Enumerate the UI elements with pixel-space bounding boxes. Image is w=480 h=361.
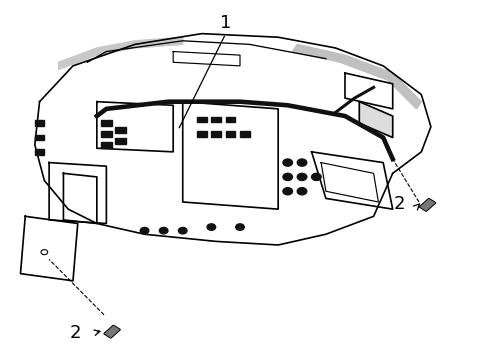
Circle shape [283,159,292,166]
Circle shape [297,173,307,180]
FancyBboxPatch shape [35,149,44,155]
Polygon shape [59,37,183,69]
Polygon shape [292,44,421,109]
FancyBboxPatch shape [197,117,206,122]
FancyBboxPatch shape [226,117,235,122]
FancyBboxPatch shape [115,138,126,144]
Text: 1: 1 [220,14,231,32]
FancyBboxPatch shape [104,325,120,338]
Circle shape [179,227,187,234]
FancyBboxPatch shape [115,127,126,133]
FancyBboxPatch shape [211,131,221,137]
Circle shape [159,227,168,234]
Circle shape [283,188,292,195]
Circle shape [140,227,149,234]
FancyBboxPatch shape [35,135,44,140]
Circle shape [297,188,307,195]
FancyBboxPatch shape [420,199,436,211]
FancyBboxPatch shape [101,131,112,137]
Circle shape [207,224,216,230]
Text: 2: 2 [394,195,406,213]
FancyBboxPatch shape [211,117,221,122]
Text: 2: 2 [70,324,81,342]
FancyBboxPatch shape [240,131,250,137]
FancyBboxPatch shape [35,120,44,126]
FancyBboxPatch shape [197,131,206,137]
FancyBboxPatch shape [101,120,112,126]
FancyBboxPatch shape [101,142,112,148]
Circle shape [283,173,292,180]
Circle shape [297,159,307,166]
Circle shape [236,224,244,230]
FancyBboxPatch shape [226,131,235,137]
Polygon shape [360,102,393,138]
Circle shape [312,173,321,180]
